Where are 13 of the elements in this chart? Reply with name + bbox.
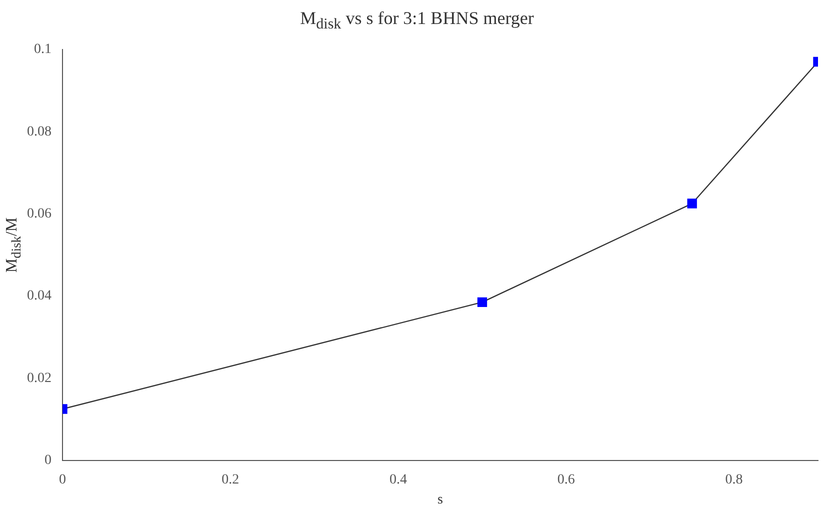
chart-title: M$_{disk}$ vs s for 3:1 BHNS merger	[299, 8, 535, 34]
x-tick-label: 0.2	[222, 472, 240, 488]
x-tick-label: 0.6	[557, 472, 575, 488]
y-tick-label: 0	[44, 453, 52, 468]
x-tick-label: 0.4	[390, 472, 408, 488]
y-tick-label: 0.06	[27, 206, 52, 222]
y-tick-label: 0.04	[27, 288, 52, 304]
y-tick-label: 0.08	[27, 124, 52, 140]
y-tick-label: 0.1	[34, 42, 52, 58]
x-tick-label: 0.8	[725, 472, 743, 488]
y-tick-label: 0.02	[27, 370, 52, 386]
x-tick-label: 0	[59, 472, 66, 488]
x-axis-title: s	[438, 492, 443, 508]
